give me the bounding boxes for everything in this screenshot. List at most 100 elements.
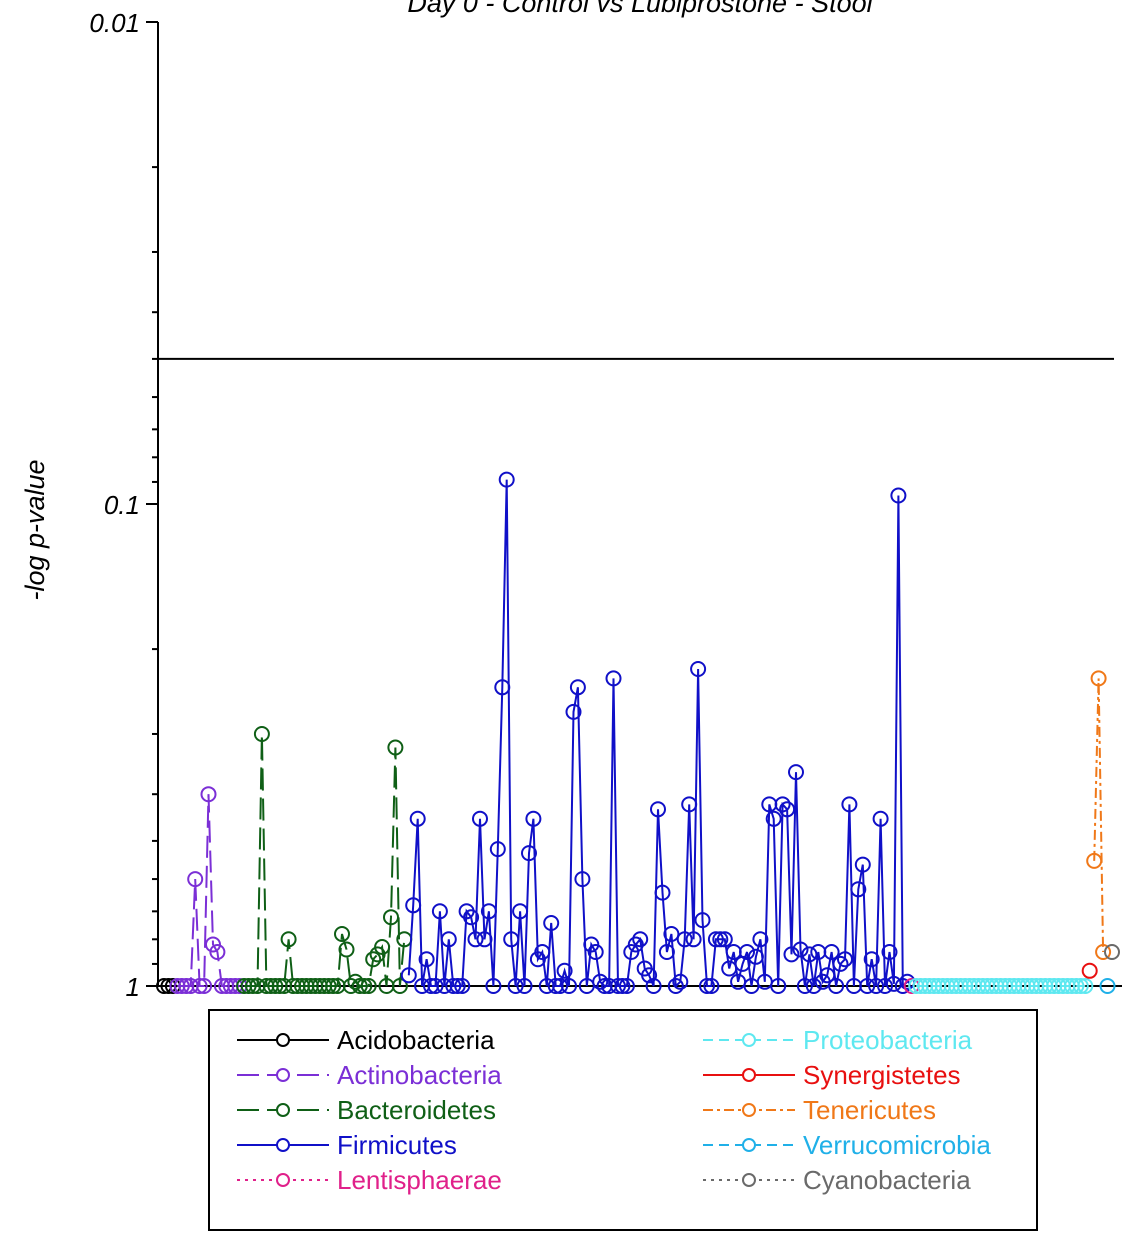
data-point [405, 897, 422, 914]
data-point [632, 931, 649, 948]
data-point [823, 944, 840, 960]
data-point [872, 810, 889, 827]
legend-label: Verrucomicrobia [803, 1130, 991, 1160]
data-point [498, 471, 515, 488]
data-point [752, 931, 769, 948]
data-point [472, 810, 488, 827]
data-point [320, 978, 337, 994]
y-tick-label: 0.1 [104, 490, 140, 520]
data-point [543, 915, 560, 931]
legend-marker [742, 1033, 756, 1047]
data-point [431, 903, 448, 920]
data-point [832, 955, 849, 972]
data-point [614, 978, 631, 994]
legend-marker [742, 1103, 756, 1117]
y-axis: 0.01 0.1 1 [89, 8, 1122, 1002]
data-point [605, 670, 622, 687]
data-point [565, 703, 582, 720]
legend-item: Bacteroidetes [237, 1095, 496, 1125]
data-point [890, 487, 907, 504]
data-point [240, 978, 257, 994]
data-point [365, 951, 382, 968]
data-point [1068, 978, 1085, 994]
data-point [703, 978, 720, 994]
data-point [712, 931, 729, 948]
data-point [440, 931, 457, 948]
series-line [1093, 678, 1105, 953]
legend-label: Tenericutes [803, 1095, 936, 1125]
data-point [868, 978, 885, 994]
data-point [480, 903, 497, 920]
legend-label: Proteobacteria [803, 1025, 973, 1055]
data-point [187, 871, 204, 888]
plot-area [156, 471, 1120, 994]
legend-item: Firmicutes [237, 1130, 457, 1160]
data-point [334, 926, 350, 942]
data-point [325, 978, 342, 994]
series-line [244, 733, 406, 989]
data-point [854, 856, 871, 873]
data-point [360, 978, 377, 994]
data-point [672, 973, 689, 990]
data-point [610, 978, 626, 994]
data-point [859, 978, 876, 994]
data-point [779, 801, 796, 818]
data-point [387, 739, 404, 756]
chart-title: Day 0 - Control vs Lubiprostone - Stool [407, 0, 873, 18]
data-point [383, 909, 399, 926]
series-proteobacteria [908, 978, 1094, 994]
data-point [1086, 852, 1103, 869]
data-point [796, 978, 813, 994]
legend-label: Cyanobacteria [803, 1165, 971, 1195]
legend-label: Firmicutes [337, 1130, 457, 1160]
y-tick-label: 0.01 [89, 8, 140, 38]
data-point [641, 967, 658, 984]
series-firmicutes [400, 471, 916, 994]
legend: Acidobacteria Actinobacteria Bacteroidetes… [208, 1009, 1038, 1231]
data-point [503, 931, 520, 948]
series-cyanobacteria [1104, 944, 1120, 960]
legend-marker [276, 1068, 290, 1082]
data-point [805, 978, 822, 994]
data-point [516, 978, 533, 994]
data-point [681, 796, 698, 813]
data-point [837, 951, 853, 968]
data-point [467, 931, 484, 948]
legend-item: Verrucomicrobia [703, 1130, 991, 1160]
data-point [1090, 670, 1107, 687]
data-point [391, 978, 408, 994]
data-point [863, 951, 880, 968]
data-point [690, 661, 707, 677]
data-point [1072, 978, 1089, 994]
series-verrucomicrobia [1099, 978, 1116, 994]
data-point [267, 978, 284, 994]
data-point [850, 881, 867, 898]
data-point [694, 912, 711, 929]
data-point [338, 941, 355, 958]
data-point [476, 931, 493, 948]
data-point [877, 978, 893, 994]
data-point [449, 978, 466, 994]
series-bacteroidetes [236, 726, 413, 994]
data-point [707, 931, 724, 948]
data-point [699, 978, 715, 994]
legend-marker [742, 1068, 756, 1082]
data-point [561, 978, 577, 994]
series-tenericutes [1086, 670, 1112, 960]
data-point [663, 926, 680, 942]
series-synergistetes [1081, 962, 1098, 979]
data-point [765, 810, 782, 827]
data-point [173, 978, 190, 994]
data-point [618, 978, 635, 994]
legend-item: Proteobacteria [703, 1025, 973, 1055]
data-point [196, 978, 213, 994]
data-point [627, 936, 644, 953]
data-point [841, 796, 858, 813]
legend-label: Acidobacteria [337, 1025, 495, 1055]
data-point [418, 951, 435, 968]
data-point [1077, 978, 1094, 994]
data-point [676, 931, 693, 948]
data-point [200, 786, 217, 803]
data-point [881, 944, 898, 960]
